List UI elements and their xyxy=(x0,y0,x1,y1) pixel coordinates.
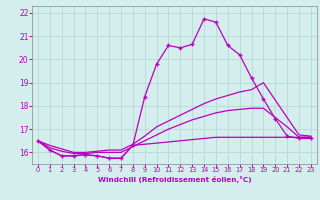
X-axis label: Windchill (Refroidissement éolien,°C): Windchill (Refroidissement éolien,°C) xyxy=(98,176,251,183)
